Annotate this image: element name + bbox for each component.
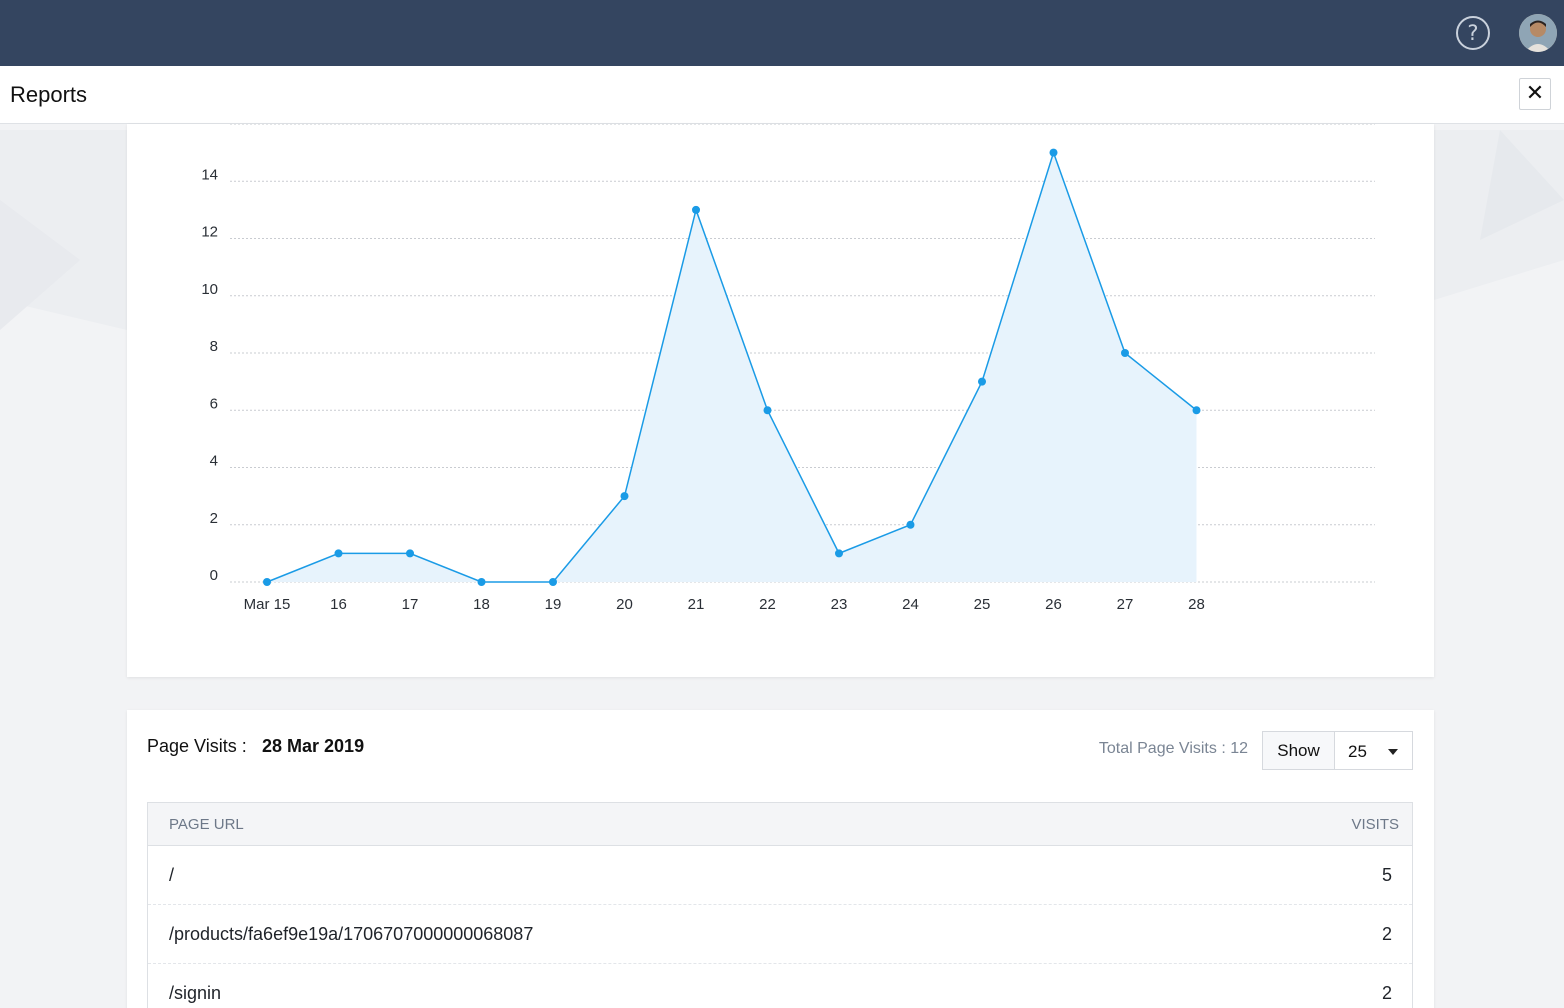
data-point[interactable] (692, 205, 700, 214)
table-header: PAGE URL VISITS (148, 803, 1412, 846)
series-area (267, 152, 1197, 582)
x-tick-label: 26 (1045, 596, 1062, 613)
data-point[interactable] (620, 492, 629, 501)
data-point[interactable] (334, 549, 343, 558)
series-line (266, 150, 1197, 583)
table-row: /products/fa6ef9e19a/1706707000000068087… (148, 905, 1412, 964)
y-tick-label: 14 (201, 166, 218, 183)
x-tick-label: 24 (902, 596, 919, 613)
y-tick-label: 0 (210, 567, 218, 584)
y-tick-label: 4 (210, 453, 218, 470)
data-point[interactable] (1192, 406, 1201, 415)
visits-cell: 2 (1381, 924, 1392, 944)
column-header-page-url[interactable]: PAGE URL (169, 816, 244, 833)
visits-cell: 2 (1381, 983, 1392, 1003)
x-tick-label: 28 (1188, 596, 1205, 613)
page-url-cell: /signin (169, 983, 222, 1003)
x-tick-label: 20 (616, 596, 633, 613)
x-tick-label: 22 (759, 596, 776, 613)
x-tick-label: Mar 15 (244, 596, 291, 613)
reports-header: Reports ✕ (0, 66, 1564, 124)
data-point[interactable] (477, 578, 486, 586)
visits-cell: 5 (1381, 865, 1392, 885)
help-circle-icon[interactable]: ? (1456, 16, 1490, 50)
page-title: Reports (10, 82, 88, 107)
close-icon[interactable]: ✕ (1519, 78, 1551, 110)
x-tick-label: 16 (330, 596, 347, 613)
x-tick-label: 21 (688, 596, 705, 613)
page-visits-table: PAGE URL VISITS / 5 /products/fa6ef9e19a… (147, 802, 1413, 1008)
page-size-dropdown[interactable]: 25 (1335, 732, 1412, 769)
x-tick-label: 25 (974, 596, 991, 613)
page-visits-date: 28 Mar 2019 (262, 736, 365, 756)
x-tick-label: 17 (402, 596, 419, 613)
x-tick-label: 23 (831, 596, 848, 613)
data-point[interactable] (1121, 349, 1129, 357)
table-row: /signin 2 (148, 964, 1412, 1008)
page-url-cell: /products/fa6ef9e19a/1706707000000068087 (169, 924, 534, 944)
x-tick-label: 27 (1117, 596, 1134, 613)
y-tick-label: 2 (210, 510, 218, 527)
page-visits-card: Page Visits : 28 Mar 2019 Total Page Vis… (127, 710, 1434, 1008)
page-url-cell: / (169, 865, 175, 885)
page-visits-label: Page Visits : (147, 736, 247, 756)
data-point[interactable] (406, 549, 414, 558)
x-tick-label: 18 (473, 596, 490, 613)
data-point[interactable] (978, 377, 986, 386)
data-point[interactable] (835, 549, 843, 558)
total-page-visits: Total Page Visits : 12 (1098, 740, 1248, 757)
y-tick-label: 10 (201, 281, 218, 298)
caret-down-icon[interactable] (1388, 749, 1398, 755)
y-tick-label: 12 (201, 224, 218, 241)
column-header-visits[interactable]: VISITS (1351, 816, 1399, 833)
data-point[interactable] (763, 406, 772, 415)
show-label: Show (1263, 732, 1335, 769)
page-size-value: 25 (1348, 742, 1367, 761)
visits-chart-card: 0 2 4 6 8 10 12 14 Mar 15 16 17 18 19 20 21 22 23 24 25 26 2… (127, 124, 1434, 677)
data-point[interactable] (906, 520, 915, 529)
top-navigation-bar: ? (0, 0, 1564, 66)
user-avatar-icon[interactable] (1519, 14, 1557, 52)
y-tick-label: 8 (210, 338, 218, 355)
table-row: / 5 (148, 846, 1412, 905)
y-tick-label: 6 (210, 395, 218, 412)
page-size-selector[interactable]: Show 25 (1262, 731, 1413, 770)
data-point[interactable] (549, 578, 557, 586)
data-point[interactable] (1049, 148, 1058, 157)
data-point[interactable] (263, 578, 271, 586)
x-tick-label: 19 (545, 596, 562, 613)
